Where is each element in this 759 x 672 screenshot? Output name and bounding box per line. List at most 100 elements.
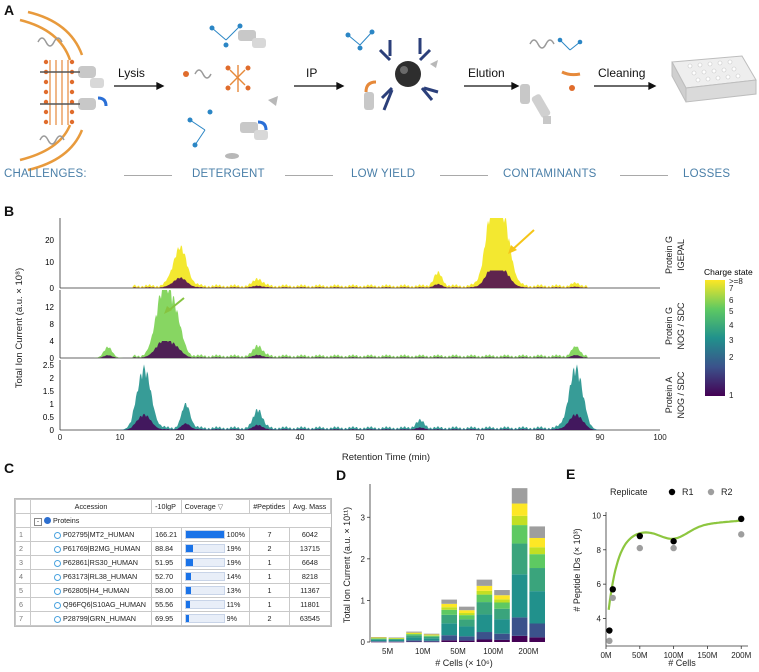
table-row[interactable]: 4 P63173|RL38_HUMAN 52.70 14% 1 8218 [15, 569, 332, 584]
protein-circle-icon [54, 573, 61, 581]
track-area-low [60, 270, 660, 288]
scatter-point-r1 [609, 586, 616, 593]
bar-segment [441, 623, 457, 636]
bar-segment [441, 599, 457, 604]
scatter-xlabel: # Cells [668, 658, 696, 668]
bar-segment [441, 640, 457, 642]
t2-ytick: 0 [50, 354, 55, 363]
coverage-fill [185, 615, 189, 623]
bar-segment [406, 634, 422, 636]
bar-segment [388, 639, 405, 642]
charge-colorbar [705, 280, 725, 396]
step-ip: IP [306, 66, 318, 80]
scatter-x-tick: 50M [632, 651, 648, 660]
coverage-fill [185, 531, 224, 539]
bar-segment [529, 547, 545, 555]
challenge-detergent: DETERGENT [192, 168, 265, 180]
x-tick: 100 [653, 433, 667, 442]
score-cell: 166.21 [151, 527, 182, 542]
legend-label: 3 [729, 336, 734, 345]
bar-x-tick: 200M [518, 647, 538, 656]
bar-segment [406, 632, 422, 634]
legend-label: 2 [729, 353, 734, 362]
tic-bar-chart: Total Ion Current (a.u. × 10¹¹) # Cells … [342, 484, 545, 668]
chrom-ylabel: Total Ion Current (a.u. × 10⁸) [14, 268, 25, 388]
track2-label2: NOG / SDC [676, 302, 686, 350]
track1-label1: Protein G [664, 236, 674, 274]
scatter-point-r2 [738, 531, 745, 538]
score-cell: 52.70 [151, 569, 182, 584]
separator [124, 175, 172, 176]
mass-cell: 13715 [288, 541, 332, 556]
scatter-x-tick: 200M [731, 651, 751, 660]
coverage-cell: 11% [180, 597, 251, 612]
table-row[interactable]: 1 P02795|MT2_HUMAN 166.21 100% 7 6042 [15, 527, 332, 542]
col-coverage[interactable]: Coverage ▽ [180, 499, 251, 514]
filter-icon[interactable]: ▽ [217, 502, 224, 511]
group-row[interactable]: - Proteins [30, 513, 331, 528]
bar-segment [494, 639, 510, 642]
coverage-text: 100% [226, 529, 245, 539]
col-mass[interactable]: Avg. Mass [288, 499, 332, 514]
table-row[interactable]: 3 P62861|RS30_HUMAN 51.95 19% 1 6648 [15, 555, 332, 570]
row-num-header [15, 499, 31, 514]
coverage-cell: 14% [180, 569, 251, 584]
chrom-xlabel: Retention Time (min) [342, 452, 430, 463]
collapse-icon[interactable]: - [34, 517, 42, 526]
bar-segment [406, 633, 422, 635]
bar-segment [511, 635, 528, 642]
table-row[interactable]: 6 Q96FQ6|S10AG_HUMAN 55.56 11% 1 11801 [15, 597, 332, 612]
col-accession[interactable]: Accession [29, 499, 153, 514]
coverage-cell: 100% [180, 527, 251, 542]
bar-segment [459, 626, 475, 637]
coverage-text: 14% [226, 571, 241, 581]
scatter-x-tick: 0M [600, 651, 611, 660]
bar-segment [388, 638, 405, 639]
legend-title: Charge state [704, 267, 753, 277]
bar-segment [423, 634, 440, 636]
accession-cell: P62861|RS30_HUMAN [29, 555, 153, 570]
table-row[interactable]: 5 P62805|H4_HUMAN 58.00 13% 1 11367 [15, 583, 332, 598]
bar-segment [371, 638, 387, 639]
t1-ytick: 20 [45, 236, 54, 245]
bar-y-tick: 1 [361, 596, 366, 605]
coverage-bar [184, 544, 225, 554]
protein-squiggle-icon [37, 37, 65, 145]
table-row[interactable]: 7 P28799|GRN_HUMAN 69.95 9% 2 63545 [15, 611, 332, 626]
bar-segment [529, 591, 545, 624]
step-lysis: Lysis [118, 66, 145, 80]
scatter-point-r2 [609, 594, 616, 602]
bar-segment [529, 537, 545, 548]
scatter-point-r2 [636, 544, 644, 552]
bar-segment [441, 635, 457, 641]
mass-cell: 6042 [288, 527, 332, 542]
x-tick: 20 [176, 433, 185, 442]
yellow-arrowhead [508, 245, 517, 254]
bar-segment [494, 590, 510, 596]
col-peptides[interactable]: #Peptides [249, 499, 290, 514]
peptide-scatter-chart: # Peptide IDs (× 10³) # Cells Replicate … [572, 487, 752, 668]
track3-label1: Protein A [664, 377, 674, 414]
bar-segment [406, 640, 422, 642]
bar-segment [511, 515, 528, 526]
bar-y-tick: 3 [361, 513, 366, 522]
separator [440, 175, 488, 176]
x-tick: 80 [536, 433, 545, 442]
bar-segment [494, 633, 510, 640]
bar-segment [423, 640, 440, 642]
coverage-text: 19% [226, 557, 241, 567]
panel-label-d: D [336, 467, 347, 483]
table-row[interactable]: 2 P61769|B2MG_HUMAN 88.84 19% 2 13715 [15, 541, 332, 556]
challenge-low-yield: LOW YIELD [351, 168, 416, 180]
bar-segment [529, 568, 545, 592]
bar-segment [371, 639, 387, 642]
accession-cell: P28799|GRN_HUMAN [29, 611, 153, 626]
mass-cell: 6648 [288, 555, 332, 570]
col-score[interactable]: -10lgP [151, 499, 182, 514]
score-cell: 58.00 [151, 583, 182, 598]
peptides-cell: 1 [249, 569, 290, 584]
row-num: 4 [15, 569, 31, 584]
well-plate-icon [671, 55, 757, 103]
accession-cell: P62805|H4_HUMAN [29, 583, 153, 598]
bar-segment [423, 633, 440, 635]
